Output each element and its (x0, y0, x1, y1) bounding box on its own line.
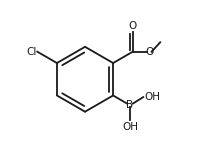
Text: O: O (145, 47, 153, 57)
Text: O: O (129, 21, 137, 31)
Text: Cl: Cl (26, 47, 36, 57)
Text: OH: OH (122, 122, 138, 132)
Text: B: B (126, 100, 134, 110)
Text: OH: OH (145, 92, 161, 102)
